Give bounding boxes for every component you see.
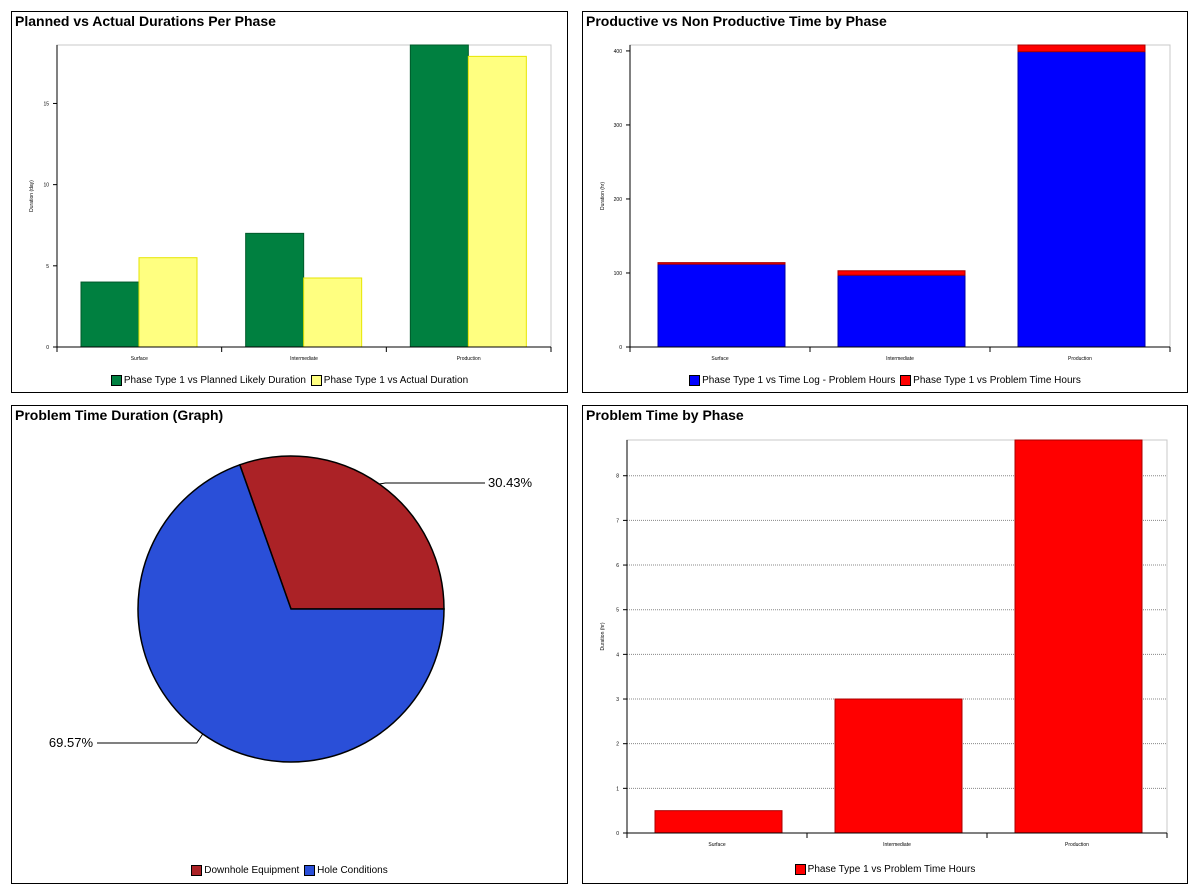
legend-item-hole-conditions: Hole Conditions [304, 865, 388, 876]
legend-swatch-problem-hours [900, 375, 912, 386]
bar-surface-series-1 [138, 257, 198, 348]
y-axis-label: Duration (hr) [600, 622, 606, 650]
panel-planned-vs-actual: Planned vs Actual Durations Per Phase Su… [11, 11, 568, 393]
chart-title: Problem Time Duration (Graph) [15, 407, 224, 423]
pie-slice-hole-conditions [137, 463, 445, 763]
bar-intermediate-series-1 [837, 270, 966, 276]
bar-production-series-1 [1017, 44, 1146, 53]
bar-intermediate-series-0 [834, 698, 963, 834]
panel-productive-vs-nonproductive: Productive vs Non Productive Time by Pha… [582, 11, 1188, 393]
legend-item-downhole: Downhole Equipment [191, 865, 299, 876]
bar-production-series-1 [467, 55, 527, 348]
bar-production-series-0 [409, 44, 469, 348]
bar-production-series-0 [1017, 51, 1146, 348]
x-tick-label: Intermediate [290, 356, 318, 362]
x-tick-label: Surface [131, 356, 148, 362]
bar-surface-series-0 [80, 281, 140, 348]
legend-label-hole-conditions: Hole Conditions [317, 865, 388, 876]
bar-chart-planned-vs-actual: Surface Intermediate Production 0 5 10 15 Durat… [29, 44, 552, 362]
legend-swatch-time-log [689, 375, 701, 386]
y-tick-label: 6 [616, 563, 619, 569]
legend: Phase Type 1 vs Time Log - Problem Hours… [583, 375, 1187, 389]
legend-swatch-hole-conditions [304, 865, 316, 876]
legend-swatch-actual [310, 375, 322, 386]
bar-intermediate-series-0 [245, 232, 305, 348]
x-tick-label: Intermediate [883, 842, 911, 848]
y-tick-label: 8 [616, 474, 619, 480]
y-tick-label: 3 [616, 697, 619, 703]
bar-production-series-0 [1014, 439, 1143, 834]
legend-swatch-problem-hours [794, 864, 806, 875]
y-tick-label: 400 [614, 49, 623, 55]
y-tick-label: 100 [614, 271, 623, 277]
legend: Downhole Equipment Hole Conditions [12, 865, 567, 879]
x-tick-label: Intermediate [886, 356, 914, 362]
y-tick-label: 15 [43, 101, 49, 107]
pie-slice-downhole-equipment [238, 455, 445, 610]
legend-label-time-log: Phase Type 1 vs Time Log - Problem Hours [702, 375, 896, 386]
legend-label-actual: Phase Type 1 vs Actual Duration [323, 375, 469, 386]
bar-chart-problem-time: Surface Intermediate Production 0 1 2 3 4 5 6 7 8 Du… [600, 439, 1168, 848]
x-tick-label: Production [1065, 842, 1089, 848]
y-tick-label: 7 [616, 518, 619, 524]
pie-chart-problem-time: 30.43% 69.57% [49, 455, 533, 763]
legend-label-downhole: Downhole Equipment [204, 865, 300, 876]
y-tick-label: 300 [614, 123, 623, 129]
x-tick-label: Production [457, 356, 481, 362]
legend: Phase Type 1 vs Planned Likely Duration … [12, 375, 567, 389]
y-tick-label: 0 [619, 345, 622, 351]
y-tick-label: 0 [46, 345, 49, 351]
panel-problem-time-duration: Problem Time Duration (Graph) 30.43% 69.5… [11, 405, 568, 884]
legend-label-problem-hours: Phase Type 1 vs Problem Time Hours [913, 375, 1081, 386]
pie-slice-label: 69.57% [49, 735, 94, 750]
bar-surface-series-0 [657, 263, 786, 348]
bar-intermediate-series-1 [303, 277, 363, 348]
legend-label-problem-hours: Phase Type 1 vs Problem Time Hours [807, 864, 976, 875]
pie-slice-label: 30.43% [488, 475, 533, 490]
y-tick-label: 2 [616, 742, 619, 748]
legend-item-problem-hours: Phase Type 1 vs Problem Time Hours [900, 375, 1081, 386]
y-tick-label: 10 [43, 183, 49, 189]
y-tick-label: 200 [614, 197, 623, 203]
legend-item-planned: Phase Type 1 vs Planned Likely Duration [110, 375, 306, 386]
y-tick-label: 4 [616, 652, 619, 658]
chart-title: Productive vs Non Productive Time by Pha… [586, 13, 887, 29]
chart-title: Planned vs Actual Durations Per Phase [15, 13, 276, 29]
y-axis-label: Duration (day) [29, 180, 35, 212]
x-tick-label: Surface [711, 356, 728, 362]
x-tick-label: Surface [708, 842, 725, 848]
chart-title: Problem Time by Phase [586, 407, 744, 423]
y-axis-label: Duration (hr) [600, 182, 606, 210]
pie-leader-line [379, 482, 485, 485]
bar-intermediate-series-0 [837, 274, 966, 348]
legend-swatch-planned [110, 375, 122, 386]
bar-surface-series-1 [657, 262, 786, 265]
legend-label-planned: Phase Type 1 vs Planned Likely Duration [123, 375, 306, 386]
y-tick-label: 5 [616, 608, 619, 614]
y-tick-label: 0 [616, 831, 619, 837]
legend-swatch-downhole [191, 865, 203, 876]
legend-item-problem-hours: Phase Type 1 vs Problem Time Hours [794, 864, 976, 875]
panel-problem-time-by-phase: Problem Time by Phase Surface Intermediat… [582, 405, 1188, 884]
y-tick-label: 1 [616, 786, 619, 792]
legend-item-actual: Phase Type 1 vs Actual Duration [310, 375, 469, 386]
stacked-bar-chart-productive: Surface Intermediate Production 0 100 200 300 4… [600, 44, 1171, 362]
y-tick-label: 5 [46, 264, 49, 270]
bar-surface-series-0 [654, 810, 783, 834]
legend-item-time-log: Phase Type 1 vs Time Log - Problem Hours [689, 375, 895, 386]
x-tick-label: Production [1068, 356, 1092, 362]
pie-leader-line [97, 733, 204, 744]
legend: Phase Type 1 vs Problem Time Hours [583, 864, 1187, 878]
